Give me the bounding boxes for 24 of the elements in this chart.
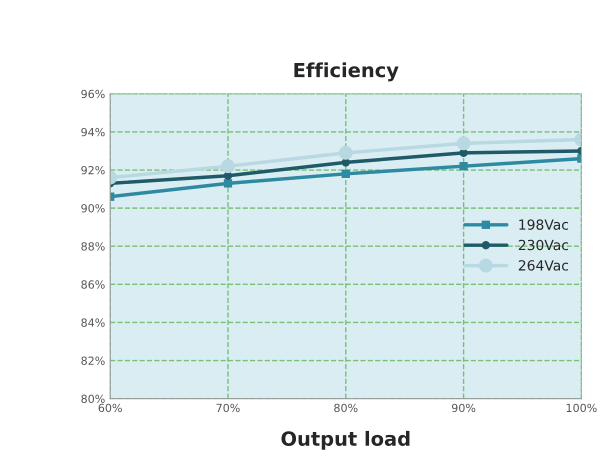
y-tick-label: 80%	[81, 394, 105, 404]
y-tick-label: 82%	[81, 356, 105, 365]
x-tick-label: 60%	[98, 404, 122, 412]
legend-label: 198Vac	[519, 219, 568, 230]
legend-label: 264Vac	[518, 260, 568, 271]
y-tick-label: 96%	[81, 90, 105, 98]
point	[221, 159, 235, 174]
x-tick-label: 90%	[452, 404, 476, 412]
y-tick-label: 94%	[81, 128, 105, 136]
y-tick-label: 90%	[81, 204, 105, 212]
x-tick-label: 100%	[566, 404, 597, 412]
x-tick-label: 80%	[334, 404, 358, 412]
y-tick-label: 86%	[81, 280, 105, 289]
point	[459, 162, 468, 170]
chart-title: Efficiency	[294, 62, 399, 82]
y-tick-label: 88%	[81, 242, 105, 251]
point	[342, 170, 350, 178]
point	[456, 136, 471, 150]
point	[224, 179, 232, 188]
y-tick-label: 92%	[81, 166, 105, 174]
x-axis-title: Output load	[281, 430, 410, 450]
x-tick-label: 70%	[216, 404, 240, 412]
point	[338, 146, 353, 160]
y-tick-label: 84%	[81, 318, 105, 327]
